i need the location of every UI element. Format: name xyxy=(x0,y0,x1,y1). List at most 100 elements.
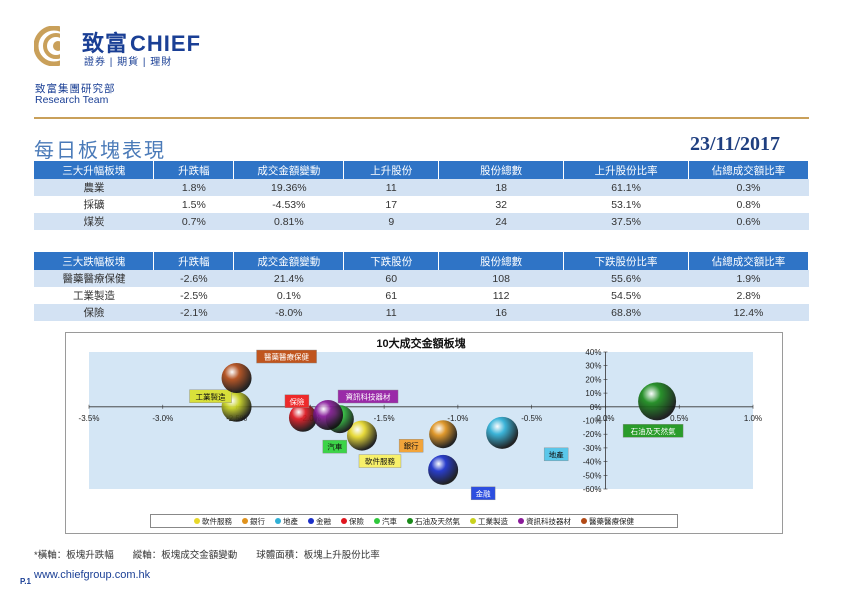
table-row: 醫藥醫療保健 -2.6% 21.4% 60 108 55.6% 1.9% xyxy=(34,270,809,287)
data-label-box xyxy=(337,389,399,404)
department-cn: 致富集團研究部 xyxy=(35,83,116,95)
y-tick-label: -40% xyxy=(583,458,602,467)
legend-swatch xyxy=(518,518,524,524)
table-cell: 0.3% xyxy=(688,179,809,196)
table-row: 採礦 1.5% -4.53% 17 32 53.1% 0.8% xyxy=(34,196,809,213)
legend-item: 石油及天然氣 xyxy=(407,516,460,527)
chart-legend: 軟件服務 銀行 地產 金融 保險 汽車 石油及天然氣 工業製造 資訊科技器材 醫藥醫療保健 xyxy=(150,514,678,528)
website-link[interactable]: www.chiefgroup.com.hk xyxy=(34,569,151,581)
bubble-point xyxy=(429,420,458,449)
legend-label: 地產 xyxy=(283,516,298,526)
y-tick-label: 10% xyxy=(585,389,601,398)
legend-label: 軟件服務 xyxy=(202,516,232,526)
table-cell: 11 xyxy=(343,304,439,321)
x-tick-label: -3.5% xyxy=(79,414,100,423)
table-cell: 0.81% xyxy=(233,213,344,230)
table-cell: 醫藥醫療保健 xyxy=(34,270,154,287)
legend-label: 汽車 xyxy=(382,516,397,526)
legend-swatch xyxy=(275,518,281,524)
page-title: 每日板塊表現 xyxy=(34,138,166,162)
legend-item: 保險 xyxy=(341,516,364,527)
table-cell: 19.36% xyxy=(233,179,344,196)
table-row: 保險 -2.1% -8.0% 11 16 68.8% 12.4% xyxy=(34,304,809,321)
legend-label: 金融 xyxy=(316,516,331,526)
data-label-box xyxy=(470,486,496,501)
top-losers-table: 三大跌幅板塊 升跌幅 成交金額變動 下跌股份 股份總數 下跌股份比率 佔總成交額比率 醫藥醫… xyxy=(34,252,809,321)
legend-swatch xyxy=(470,518,476,524)
table-cell: 2.8% xyxy=(688,287,809,304)
bubble-point xyxy=(313,400,344,431)
plot-area xyxy=(89,352,753,489)
data-label: 資訊科技器材 xyxy=(346,392,391,402)
top-gainers-table: 三大升幅板塊 升跌幅 成交金額變動 上升股份 股份總數 上升股份比率 佔總成交額比率 農業 1… xyxy=(34,161,809,230)
table-cell: 55.6% xyxy=(563,270,689,287)
report-date: 23/11/2017 xyxy=(690,133,781,155)
column-header: 下跌股份比率 xyxy=(563,252,690,270)
bubble-point xyxy=(486,416,519,449)
x-tick-label: 0.5% xyxy=(670,414,688,423)
legend-label: 醫藥醫療保健 xyxy=(589,516,634,526)
column-header: 佔總成交額比率 xyxy=(688,161,809,179)
table-cell: 21.4% xyxy=(233,270,344,287)
bubble-point xyxy=(288,403,317,432)
column-header: 成交金額變動 xyxy=(233,161,345,179)
legend-item: 汽車 xyxy=(374,516,397,527)
y-tick-label: -60% xyxy=(583,485,602,494)
data-label-box xyxy=(398,439,424,453)
legend-swatch xyxy=(581,518,587,524)
table-cell: -2.5% xyxy=(153,287,234,304)
table-cell: 11 xyxy=(343,179,439,196)
brand-name: 致富CHIEF xyxy=(82,31,202,56)
data-label: 保險 xyxy=(289,396,304,406)
legend-swatch xyxy=(341,518,347,524)
legend-item: 資訊科技器材 xyxy=(518,516,571,527)
data-label: 軟件服務 xyxy=(365,456,395,466)
table-cell: 採礦 xyxy=(34,196,154,213)
table-cell: 68.8% xyxy=(563,304,689,321)
data-label: 地產 xyxy=(549,449,564,459)
data-label-box xyxy=(189,389,232,403)
legend-item: 銀行 xyxy=(242,516,265,527)
data-label: 銀行 xyxy=(404,441,419,451)
y-tick-label: 30% xyxy=(585,362,601,371)
legend-label: 保險 xyxy=(349,516,364,526)
chief-logo-icon xyxy=(34,26,74,66)
bubble-point xyxy=(638,382,677,421)
x-tick-label: -3.0% xyxy=(152,414,173,423)
legend-label: 工業製造 xyxy=(478,516,508,526)
table-cell: 61 xyxy=(343,287,439,304)
table-cell: 53.1% xyxy=(563,196,689,213)
legend-item: 醫藥醫療保健 xyxy=(581,516,634,527)
table-cell: -8.0% xyxy=(233,304,344,321)
brand-subtitle: 證券 | 期貨 | 理財 xyxy=(84,57,173,68)
column-header: 上升股份比率 xyxy=(563,161,690,179)
table-cell: -2.1% xyxy=(153,304,234,321)
y-tick-label: 20% xyxy=(585,375,601,384)
legend-swatch xyxy=(308,518,314,524)
legend-swatch xyxy=(374,518,380,524)
bubble-point xyxy=(221,363,252,394)
y-tick-label: 0% xyxy=(590,403,602,412)
table-cell: 12.4% xyxy=(688,304,809,321)
x-tick-label: 1.0% xyxy=(744,414,762,423)
data-label: 汽車 xyxy=(327,442,342,452)
column-header: 三大升幅板塊 xyxy=(34,161,155,179)
table-cell: 18 xyxy=(438,179,564,196)
table-cell: 煤炭 xyxy=(34,213,154,230)
x-tick-label: 0.0% xyxy=(596,414,614,423)
table-cell: 1.9% xyxy=(688,270,809,287)
column-header: 上升股份 xyxy=(343,161,440,179)
table-cell: -2.6% xyxy=(153,270,234,287)
bubble-point xyxy=(428,454,459,485)
legend-item: 金融 xyxy=(308,516,331,527)
data-label: 石油及天然氣 xyxy=(631,426,676,436)
table-cell: 108 xyxy=(438,270,564,287)
legend-label: 銀行 xyxy=(250,516,265,526)
table-cell: 保險 xyxy=(34,304,154,321)
column-header: 下跌股份 xyxy=(343,252,440,270)
table-cell: 9 xyxy=(343,213,439,230)
table-cell: 60 xyxy=(343,270,439,287)
table-cell: -4.53% xyxy=(233,196,344,213)
legend-item: 工業製造 xyxy=(470,516,508,527)
